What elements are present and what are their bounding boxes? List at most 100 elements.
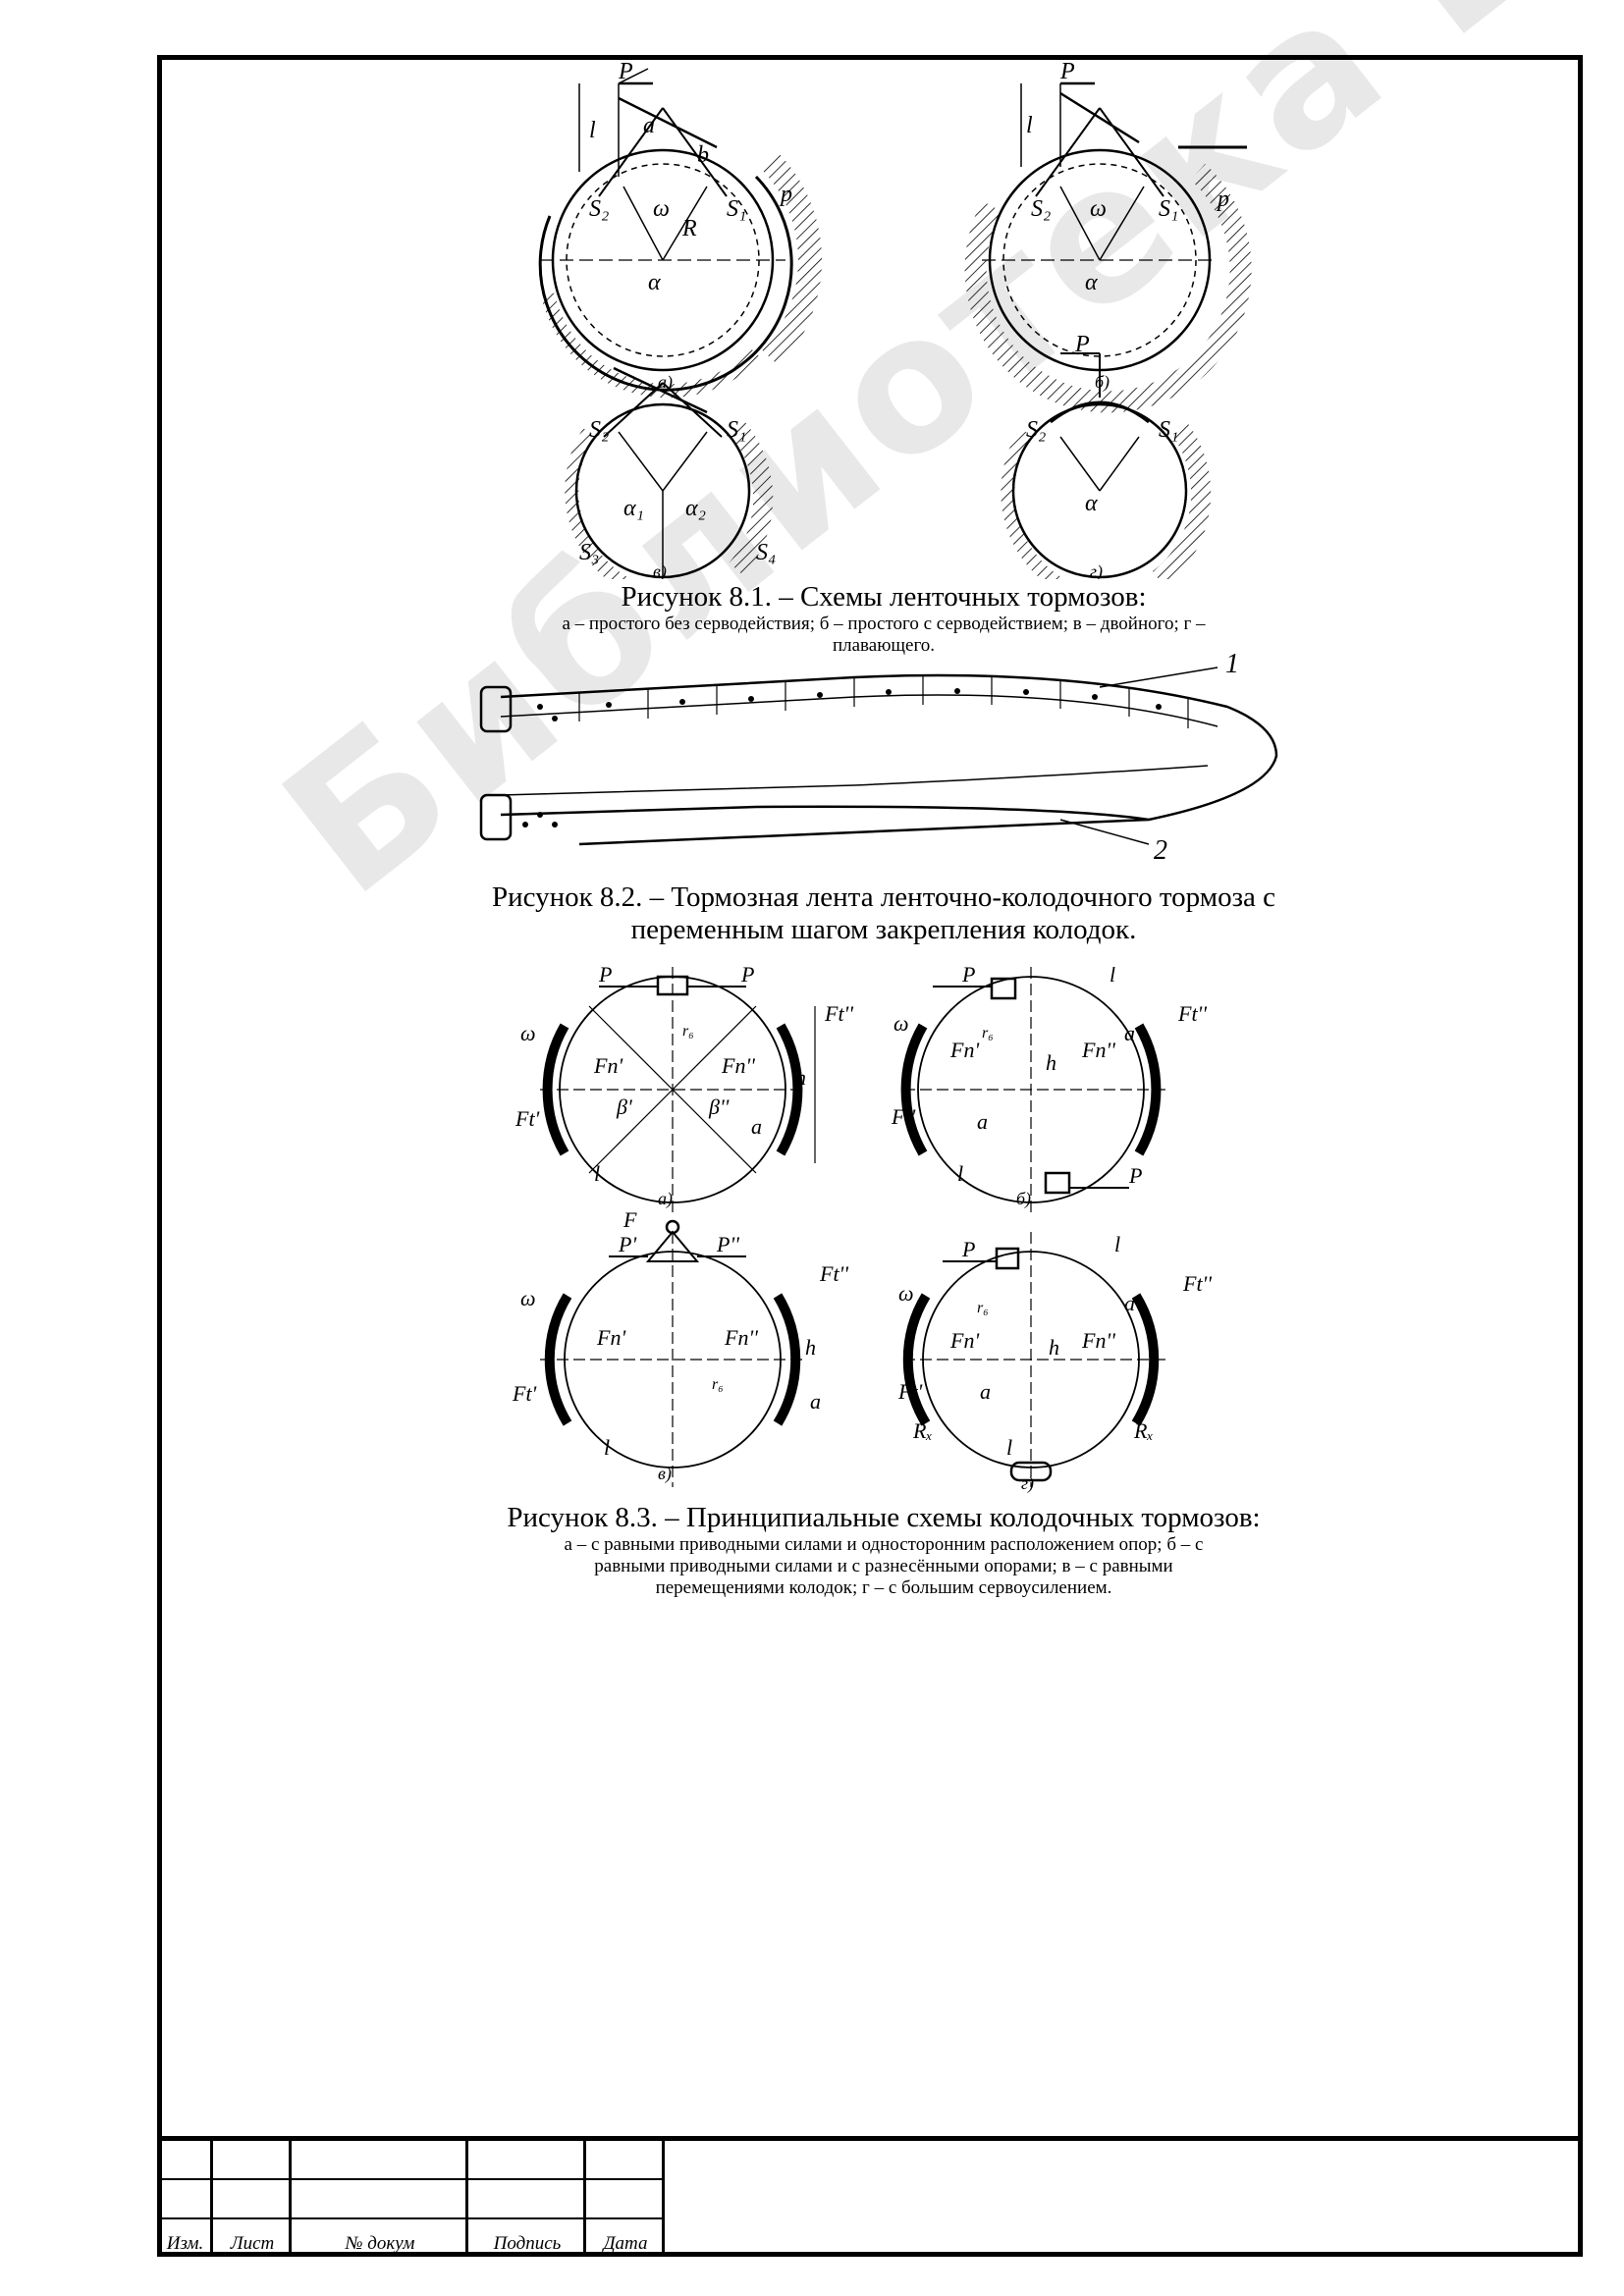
stamp-label-list: Лист — [230, 2233, 275, 2254]
fig3-label-Fn1-b: Fn' — [949, 1038, 979, 1062]
label-P: P — [618, 59, 633, 84]
fig3-label-P-g: P — [961, 1237, 975, 1261]
label-S1: S₁ — [727, 196, 746, 222]
fig3-label-Fn1-a: Fn' — [593, 1053, 623, 1078]
fig3-label-h-v: h — [805, 1335, 816, 1360]
fig3-label-h-g: h — [1049, 1335, 1059, 1360]
fig3-label-Fn1-v: Fn' — [596, 1325, 625, 1350]
figure-8-1-subtitle-1: а – простого без серводействия; б – прос… — [562, 614, 1206, 635]
label-p: p — [779, 182, 792, 207]
stamp-col-date — [586, 2141, 665, 2257]
fig3-label-l-b: l — [1110, 967, 1115, 987]
fig3-panel-a-label: а) — [658, 1189, 673, 1209]
label-S1-v: S₁ — [727, 417, 746, 443]
fig3-panel-g-label: г) — [1021, 1473, 1034, 1494]
fig3-panel-b-label: б) — [1016, 1189, 1031, 1209]
fig3-label-l-b2: l — [957, 1161, 963, 1186]
fig3-panel-v-label: в) — [658, 1464, 672, 1484]
fig3-label-Ft2-v: Ft'' — [819, 1261, 848, 1286]
label-omega: ω — [653, 196, 670, 222]
panel-v-label: в) — [653, 561, 667, 579]
fig3-label-beta2: β'' — [708, 1095, 730, 1119]
panel-a-shoe-brake — [540, 967, 816, 1212]
panel-a-drum — [538, 68, 822, 399]
fig3-label-omega-v: ω — [520, 1286, 536, 1310]
panel-g-shoe-brake — [902, 1232, 1168, 1487]
stamp-col-doc — [292, 2141, 468, 2257]
figure-8-3-caption: Рисунок 8.3. – Принципиальные схемы коло… — [255, 1502, 1512, 1599]
fig3-label-Ft2-g: Ft'' — [1182, 1271, 1212, 1296]
fig3-label-P-b: P — [961, 967, 975, 987]
figure-8-1-diagram: P l a b S₂ S₁ ω R α p а) P l S₂ S₁ ω α p… — [538, 59, 1252, 579]
stamp-main-area — [665, 2141, 1624, 2257]
fig3-label-l-v: l — [604, 1435, 610, 1460]
figure-8-1-subtitle-2: плавающего. — [832, 635, 936, 657]
figure-8-2-caption: Рисунок 8.2. – Тормозная лента ленточно-… — [255, 881, 1512, 947]
panel-b-drum — [964, 81, 1252, 413]
panel-a-label: а) — [658, 372, 673, 393]
fig3-label-omega-b: ω — [893, 1011, 909, 1036]
label-alpha-b: α — [1085, 270, 1098, 295]
stamp-col-izm — [157, 2141, 213, 2257]
label-S2-g: S₂ — [1026, 417, 1046, 443]
label-S2-v: S₂ — [589, 417, 609, 443]
label-omega-b: ω — [1090, 196, 1107, 222]
fig3-label-Rx-2: Rₓ — [1133, 1418, 1154, 1443]
label-alpha: α — [648, 270, 661, 295]
stamp-label-date: Дата — [603, 2233, 648, 2254]
label-b: b — [697, 142, 709, 168]
callout-1: 1 — [1225, 649, 1239, 679]
fig3-label-l-g2: l — [1006, 1435, 1012, 1460]
fig3-label-a-b: a — [1124, 1021, 1135, 1045]
label-alpha2: α₂ — [685, 496, 706, 521]
stamp-col-sign — [468, 2141, 586, 2257]
label-S1-b: S₁ — [1159, 196, 1178, 222]
fig3-label-Fn2-v: Fn'' — [724, 1325, 758, 1350]
fig3-label-l-g: l — [1114, 1232, 1120, 1256]
fig3-label-l-a: l — [594, 1161, 600, 1186]
stamp-row-line-1 — [157, 2178, 665, 2180]
fig3-label-a-g2: a — [980, 1379, 991, 1404]
fig3-label-Fn2-a: Fn'' — [721, 1053, 755, 1078]
title-block: Изм. Лист № докум Подпись Дата Лист — [157, 2136, 1583, 2257]
panel-g-drum — [1001, 352, 1212, 579]
fig3-label-Ft1-a: Ft' — [514, 1106, 540, 1131]
panel-b-shoe-brake — [900, 967, 1168, 1212]
stamp-row-line-2 — [157, 2217, 665, 2219]
fig3-label-a-a: a — [751, 1114, 762, 1139]
stamp-label-doc: № докум — [345, 2233, 415, 2254]
stamp-label-sign: Подпись — [493, 2233, 562, 2254]
fig3-label-P1: P' — [618, 1232, 636, 1256]
label-S3: S₃ — [579, 540, 599, 565]
fig3-label-Fn1-g: Fn' — [949, 1328, 979, 1353]
fig3-label-Ft1-g: Ft' — [897, 1379, 923, 1404]
label-l-b: l — [1026, 113, 1033, 138]
label-l: l — [589, 118, 596, 143]
fig3-label-rb-a: r₆ — [682, 1023, 694, 1040]
fig3-label-omega-g: ω — [898, 1281, 914, 1306]
label-S1-g: S₁ — [1159, 417, 1178, 443]
panel-b-label: б) — [1095, 372, 1110, 393]
fig3-label-Rx-1: Rₓ — [912, 1418, 933, 1443]
page-frame — [157, 55, 1583, 2257]
fig3-label-omega-a: ω — [520, 1021, 536, 1045]
label-S2: S₂ — [589, 196, 609, 222]
label-alpha-g: α — [1085, 491, 1098, 516]
fig3-label-Ft1-v: Ft' — [512, 1381, 537, 1406]
stamp-label-izm: Изм. — [166, 2233, 204, 2254]
fig3-label-a-g: a — [1124, 1291, 1135, 1315]
figure-8-2-title-1: Рисунок 8.2. – Тормозная лента ленточно-… — [491, 881, 1276, 913]
fig3-label-P-b2: P — [1128, 1163, 1142, 1188]
fig3-label-Ft2-a: Ft'' — [824, 1001, 853, 1026]
label-S2-b: S₂ — [1031, 196, 1051, 222]
panel-v-drum — [565, 366, 774, 579]
label-S4: S₄ — [756, 540, 776, 565]
label-p-b: p — [1216, 187, 1229, 212]
fig3-label-Fn2-b: Fn'' — [1081, 1038, 1115, 1062]
figure-8-3-subtitle-3: перемещениями колодок; г – с большим сер… — [655, 1577, 1112, 1599]
fig3-label-P-a: P — [598, 967, 612, 987]
label-R: R — [681, 216, 697, 241]
fig3-label-rb-b: r₆ — [982, 1025, 994, 1041]
fig3-label-Fn2-g: Fn'' — [1081, 1328, 1115, 1353]
panel-v-shoe-brake — [540, 1219, 805, 1487]
